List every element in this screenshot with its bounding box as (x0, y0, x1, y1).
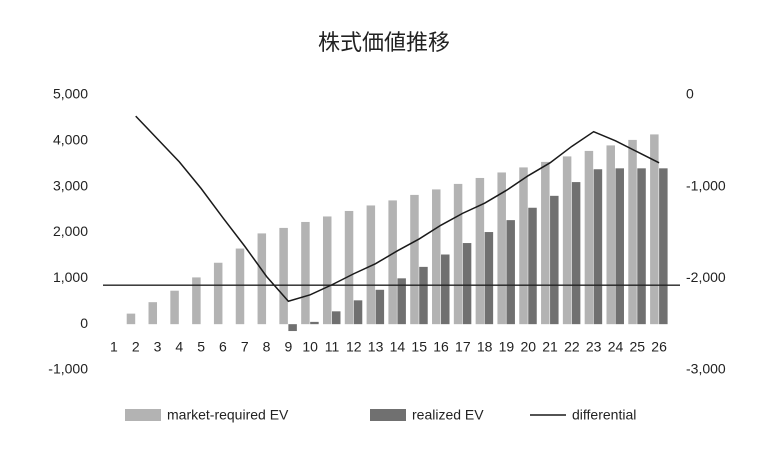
legend-label: realized EV (412, 407, 484, 423)
bar (637, 168, 646, 325)
x-tick-label: 19 (499, 339, 515, 355)
bar (462, 243, 472, 325)
bar (126, 313, 136, 325)
bar (192, 277, 201, 325)
x-tick-label: 7 (241, 339, 249, 355)
x-tick-label: 8 (263, 339, 271, 355)
x-tick-label: 16 (433, 339, 449, 355)
bar (322, 216, 332, 325)
bar (550, 195, 559, 325)
x-tick-label: 17 (455, 339, 471, 355)
x-tick-label: 13 (368, 339, 384, 355)
bar (475, 177, 485, 325)
y-tick-label: 1,000 (53, 269, 88, 285)
x-tick-label: 5 (197, 339, 205, 355)
bar (397, 278, 406, 325)
bar (331, 311, 341, 325)
bar (528, 207, 537, 325)
x-tick-label: 26 (651, 339, 667, 355)
x-tick-label: 23 (586, 339, 602, 355)
x-tick-label: 3 (154, 339, 162, 355)
y2-tick-label: -2,000 (686, 269, 726, 285)
y-tick-label: -1,000 (48, 361, 88, 377)
legend-label: market-required EV (167, 407, 289, 423)
bar (288, 324, 297, 332)
y-tick-label: 5,000 (53, 86, 88, 102)
x-tick-label: 25 (629, 339, 645, 355)
x-tick-label: 12 (346, 339, 362, 355)
line (135, 115, 660, 303)
bar (650, 134, 659, 325)
bar (571, 182, 581, 325)
bar (213, 262, 223, 325)
bar (484, 232, 494, 325)
bar (279, 227, 288, 325)
x-tick-label: 9 (284, 339, 292, 355)
x-tick-label: 21 (542, 339, 558, 355)
y2-tick-label: -3,000 (686, 361, 726, 377)
x-tick-label: 20 (520, 339, 536, 355)
x-tick-label: 22 (564, 339, 580, 355)
legend-label: differential (572, 407, 636, 423)
bar (615, 168, 624, 325)
bar (432, 189, 441, 325)
y-tick-label: 4,000 (53, 132, 88, 148)
x-tick-label: 10 (302, 339, 318, 355)
y-tick-label: 0 (80, 315, 88, 331)
chart-title: 株式価値推移 (318, 30, 450, 55)
y-tick-label: 2,000 (53, 223, 88, 239)
bar (506, 220, 515, 325)
x-tick-label: 6 (219, 339, 227, 355)
bar (419, 266, 428, 325)
bar (170, 290, 179, 325)
y-tick-label: 3,000 (53, 177, 88, 193)
bar (606, 145, 615, 325)
x-tick-label: 18 (477, 339, 493, 355)
bar (257, 233, 267, 325)
x-tick-label: 2 (132, 339, 140, 355)
bar (310, 321, 319, 325)
bar (148, 302, 158, 325)
legend-swatch (370, 409, 406, 421)
bar (344, 210, 354, 325)
bar (441, 254, 450, 325)
x-tick-label: 4 (175, 339, 183, 355)
bar (584, 150, 594, 325)
bar (519, 167, 528, 325)
bar (628, 139, 637, 325)
bar (301, 221, 310, 325)
bar (388, 200, 397, 325)
bar (593, 169, 603, 325)
bar (497, 172, 506, 325)
bar (375, 289, 385, 325)
bar (659, 168, 668, 325)
bar (453, 183, 463, 325)
bar (562, 156, 572, 325)
bar (410, 194, 419, 325)
y2-tick-label: -1,000 (686, 177, 726, 193)
bar (353, 300, 363, 325)
bar (541, 161, 550, 325)
x-tick-label: 15 (411, 339, 427, 355)
x-tick-label: 11 (325, 339, 340, 355)
bar (235, 248, 245, 325)
bar (366, 205, 376, 325)
legend-swatch (125, 409, 161, 421)
x-tick-label: 14 (390, 339, 406, 355)
y2-tick-label: 0 (686, 86, 694, 102)
x-tick-label: 24 (608, 339, 624, 355)
x-tick-label: 1 (110, 339, 118, 355)
